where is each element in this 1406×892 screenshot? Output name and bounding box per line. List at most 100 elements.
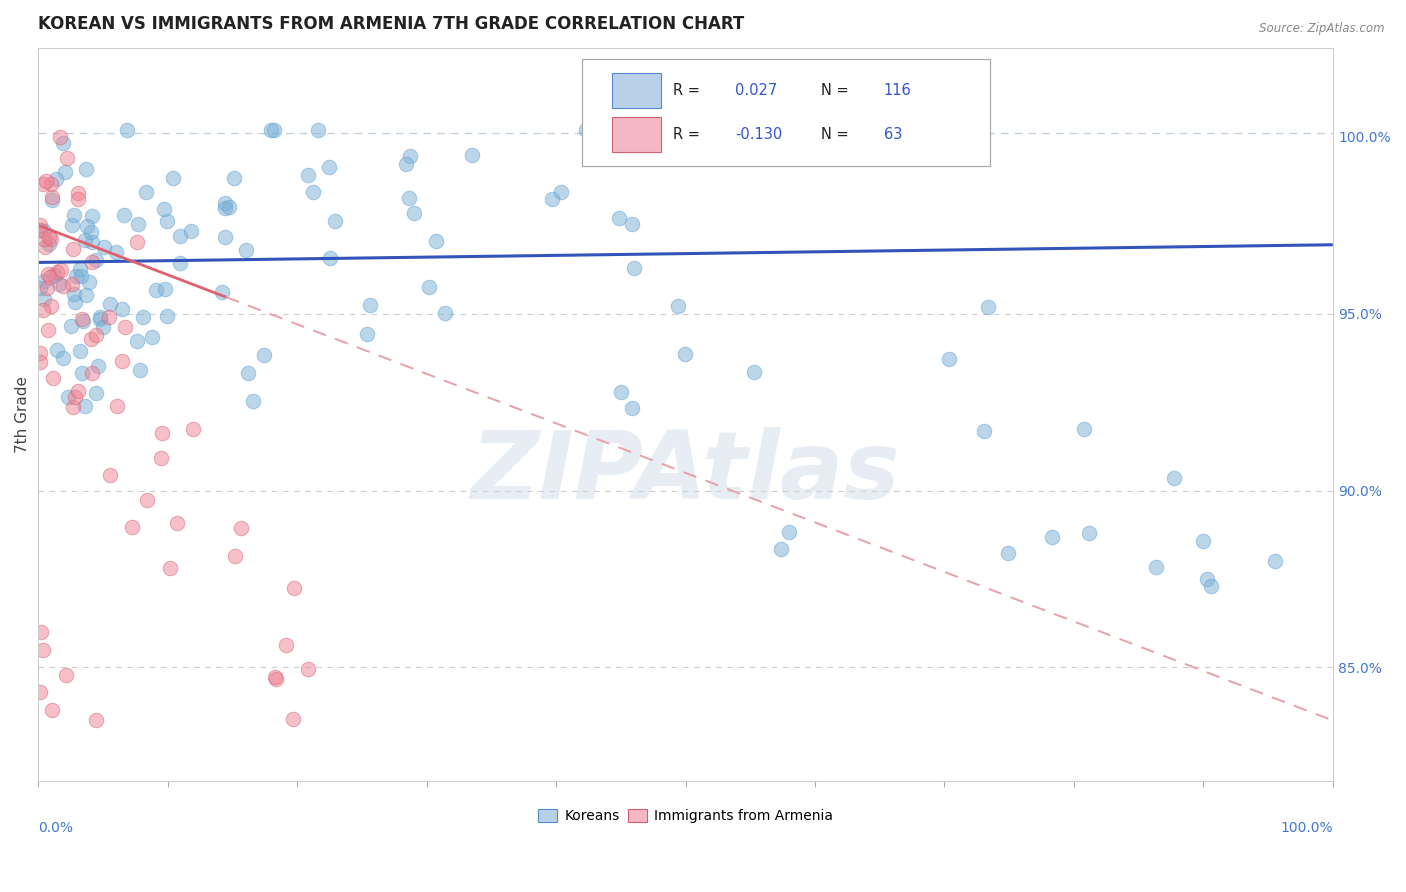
Point (263, 123, 285, 137)
Point (41, 189, 63, 203)
Point (62, 287, 84, 301)
Point (69, 261, 91, 276)
Point (41, 703, 63, 717)
Point (30, 685, 52, 699)
Point (84, 714, 107, 728)
Point (28, 346, 51, 360)
Point (75, 233, 97, 247)
Point (32, 232, 55, 246)
Point (977, 300, 1000, 314)
Point (264, 670, 287, 684)
Point (620, 401, 643, 415)
Point (398, 192, 420, 206)
Point (75, 288, 97, 302)
Point (60, 277, 83, 291)
Point (82, 366, 104, 380)
Point (153, 202, 176, 217)
Point (574, 123, 596, 137)
Y-axis label: 7th Grade: 7th Grade (15, 376, 30, 453)
Point (42, 268, 65, 283)
Point (69, 343, 91, 358)
Point (297, 168, 319, 182)
Point (87, 359, 110, 373)
Point (84, 252, 107, 267)
Point (37, 323, 59, 337)
Point (30, 281, 52, 295)
Text: 0.027: 0.027 (735, 83, 778, 98)
Point (778, 525, 800, 540)
Point (127, 217, 149, 231)
Point (80, 332, 103, 346)
Point (80, 255, 103, 269)
Point (80, 225, 103, 239)
Point (770, 541, 793, 556)
Point (938, 351, 960, 366)
Point (114, 320, 136, 334)
Point (211, 285, 233, 300)
Point (540, 192, 562, 206)
Point (67, 192, 90, 206)
Point (31, 303, 53, 318)
Point (180, 224, 202, 238)
Point (224, 549, 246, 563)
Text: R =: R = (672, 127, 700, 142)
Point (127, 235, 149, 249)
Point (399, 149, 422, 163)
Point (60, 319, 83, 334)
Point (218, 200, 240, 214)
Point (32, 224, 55, 238)
Point (62, 243, 84, 257)
Point (32, 178, 55, 192)
Point (153, 282, 176, 296)
Point (48, 129, 70, 144)
Point (91, 319, 114, 334)
Point (115, 123, 138, 137)
Point (214, 195, 236, 210)
Point (37, 281, 59, 295)
Point (235, 244, 257, 258)
Point (236, 366, 259, 380)
FancyBboxPatch shape (582, 60, 990, 166)
Point (318, 160, 340, 174)
Point (623, 260, 645, 275)
Point (402, 206, 425, 220)
Point (45, 264, 67, 278)
Point (65, 391, 87, 405)
Point (132, 310, 155, 325)
Point (128, 362, 150, 376)
Point (56, 151, 79, 165)
Point (98, 297, 121, 311)
Point (666, 299, 689, 313)
Point (30, 355, 52, 369)
Point (274, 638, 297, 652)
Point (673, 347, 696, 361)
Point (214, 201, 236, 215)
Bar (612, 73, 661, 108)
Point (30, 223, 52, 237)
Point (156, 310, 179, 324)
Point (37, 268, 59, 282)
Point (39, 299, 62, 313)
Point (32, 292, 55, 306)
Point (72, 314, 94, 328)
Point (42, 371, 65, 385)
Point (181, 422, 204, 436)
Point (150, 450, 173, 465)
Point (1197, 572, 1219, 586)
Point (49, 263, 72, 277)
Point (703, 152, 725, 166)
Point (141, 330, 163, 344)
Point (105, 245, 128, 260)
Point (84, 327, 107, 342)
Bar (612, 117, 661, 152)
Point (610, 385, 633, 400)
Text: 100.0%: 100.0% (1281, 821, 1333, 835)
Point (67, 384, 90, 398)
Point (1144, 559, 1167, 574)
Point (135, 186, 157, 200)
Point (162, 171, 184, 186)
Text: 116: 116 (883, 83, 911, 98)
Point (125, 334, 148, 348)
Point (82, 209, 104, 223)
Point (1264, 554, 1286, 568)
